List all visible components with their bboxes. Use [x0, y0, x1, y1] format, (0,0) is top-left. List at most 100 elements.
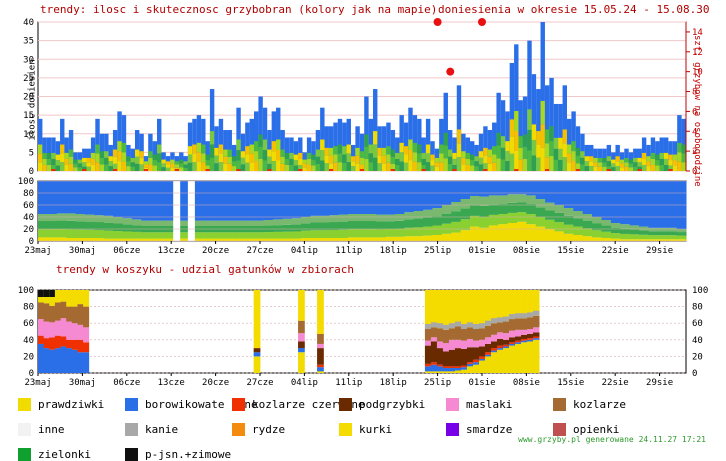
- bar-segment: [240, 164, 246, 171]
- bar-segment: [187, 154, 193, 163]
- area-segment: [667, 227, 678, 232]
- area-segment: [657, 235, 668, 240]
- bar-segment: [544, 169, 550, 171]
- bar-segment: [306, 164, 312, 171]
- bar-segment: [276, 160, 281, 171]
- bar-segment: [130, 162, 135, 167]
- bar-segment: [315, 163, 321, 171]
- bar-segment: [311, 160, 316, 166]
- bar-segment: [315, 156, 321, 164]
- x-tick-label: 08sie: [513, 378, 540, 388]
- area-segment: [490, 341, 498, 349]
- bar-segment: [593, 162, 598, 167]
- x-tick-label: 11lip: [335, 378, 362, 388]
- area-segment: [71, 339, 78, 350]
- bar-segment: [108, 166, 113, 171]
- bar-segment: [108, 156, 113, 162]
- area-segment: [329, 215, 340, 223]
- bar-segment: [373, 157, 378, 171]
- bar-segment: [359, 164, 365, 171]
- bar-segment: [487, 163, 493, 171]
- legend-item: p-jsn.+zimowe: [125, 447, 231, 461]
- bar-segment: [456, 143, 462, 158]
- legend-swatch: [232, 397, 245, 411]
- bar-segment: [209, 131, 215, 145]
- bar-segment: [668, 165, 673, 171]
- bar-segment: [646, 166, 651, 171]
- bar-segment: [443, 145, 448, 159]
- bar-segment: [456, 157, 462, 171]
- legend-item: opienki: [553, 422, 619, 436]
- bar-segment: [328, 169, 334, 171]
- legend-item: maslaki: [446, 397, 512, 411]
- area-segment: [639, 234, 649, 240]
- area-segment: [515, 342, 522, 344]
- area-segment: [298, 320, 305, 334]
- area-segment: [329, 230, 340, 238]
- y-tick-label: 40: [23, 213, 34, 223]
- area-segment: [282, 238, 293, 241]
- area-segment: [620, 228, 631, 234]
- bar-segment: [514, 169, 519, 171]
- area-segment: [451, 181, 462, 202]
- area-segment: [490, 323, 498, 335]
- area-segment: [442, 343, 450, 352]
- area-segment: [83, 352, 90, 373]
- area-segment: [60, 346, 67, 373]
- bar-segment: [439, 153, 444, 163]
- bar-segment: [571, 161, 576, 171]
- bar-segment: [461, 151, 466, 158]
- area-segment: [216, 181, 227, 221]
- area-segment: [394, 214, 405, 221]
- area-segment: [338, 221, 349, 230]
- area-segment: [460, 348, 468, 366]
- area-segment: [648, 181, 659, 228]
- area-segment: [573, 181, 584, 211]
- area-segment: [319, 230, 330, 238]
- bar-segment: [192, 144, 197, 154]
- bar-segment: [527, 109, 532, 130]
- area-segment: [235, 220, 246, 226]
- area-segment: [441, 233, 452, 241]
- bar-segment: [236, 160, 241, 171]
- area-segment: [103, 215, 114, 223]
- bar-segment: [60, 153, 65, 163]
- area-segment: [84, 238, 95, 241]
- area-segment: [610, 233, 621, 239]
- y-tick-label: 20: [23, 225, 34, 235]
- area-segment: [83, 306, 90, 328]
- bar-segment: [117, 161, 122, 171]
- area-segment: [516, 181, 527, 195]
- bar-segment: [320, 160, 325, 171]
- x-tick-label: 06cze: [113, 246, 140, 256]
- area-segment: [442, 366, 450, 369]
- bar: [522, 96, 528, 171]
- area-segment: [376, 237, 386, 241]
- area-segment: [43, 338, 50, 349]
- area-segment: [43, 303, 50, 322]
- area-segment: [470, 181, 480, 196]
- area-segment: [497, 345, 504, 349]
- area-segment: [478, 360, 486, 373]
- area-segment: [282, 181, 293, 219]
- bar-segment: [566, 162, 572, 171]
- area-segment: [366, 229, 377, 238]
- area-segment: [376, 214, 386, 222]
- bar-segment: [117, 141, 122, 152]
- bar-segment: [681, 162, 686, 171]
- area-segment: [478, 339, 486, 347]
- area-segment: [404, 212, 415, 220]
- bar-segment: [174, 161, 180, 165]
- bar-segment: [505, 161, 510, 171]
- bar-segment: [161, 167, 166, 171]
- area-segment: [94, 222, 105, 231]
- bar-segment: [90, 158, 96, 165]
- area-segment: [535, 216, 546, 227]
- bar-segment: [254, 151, 259, 162]
- bar-segment: [646, 156, 651, 162]
- bar: [236, 107, 241, 171]
- area-segment: [357, 181, 368, 214]
- area-segment: [521, 342, 528, 373]
- bar-segment: [399, 161, 404, 171]
- area-segment: [338, 238, 349, 241]
